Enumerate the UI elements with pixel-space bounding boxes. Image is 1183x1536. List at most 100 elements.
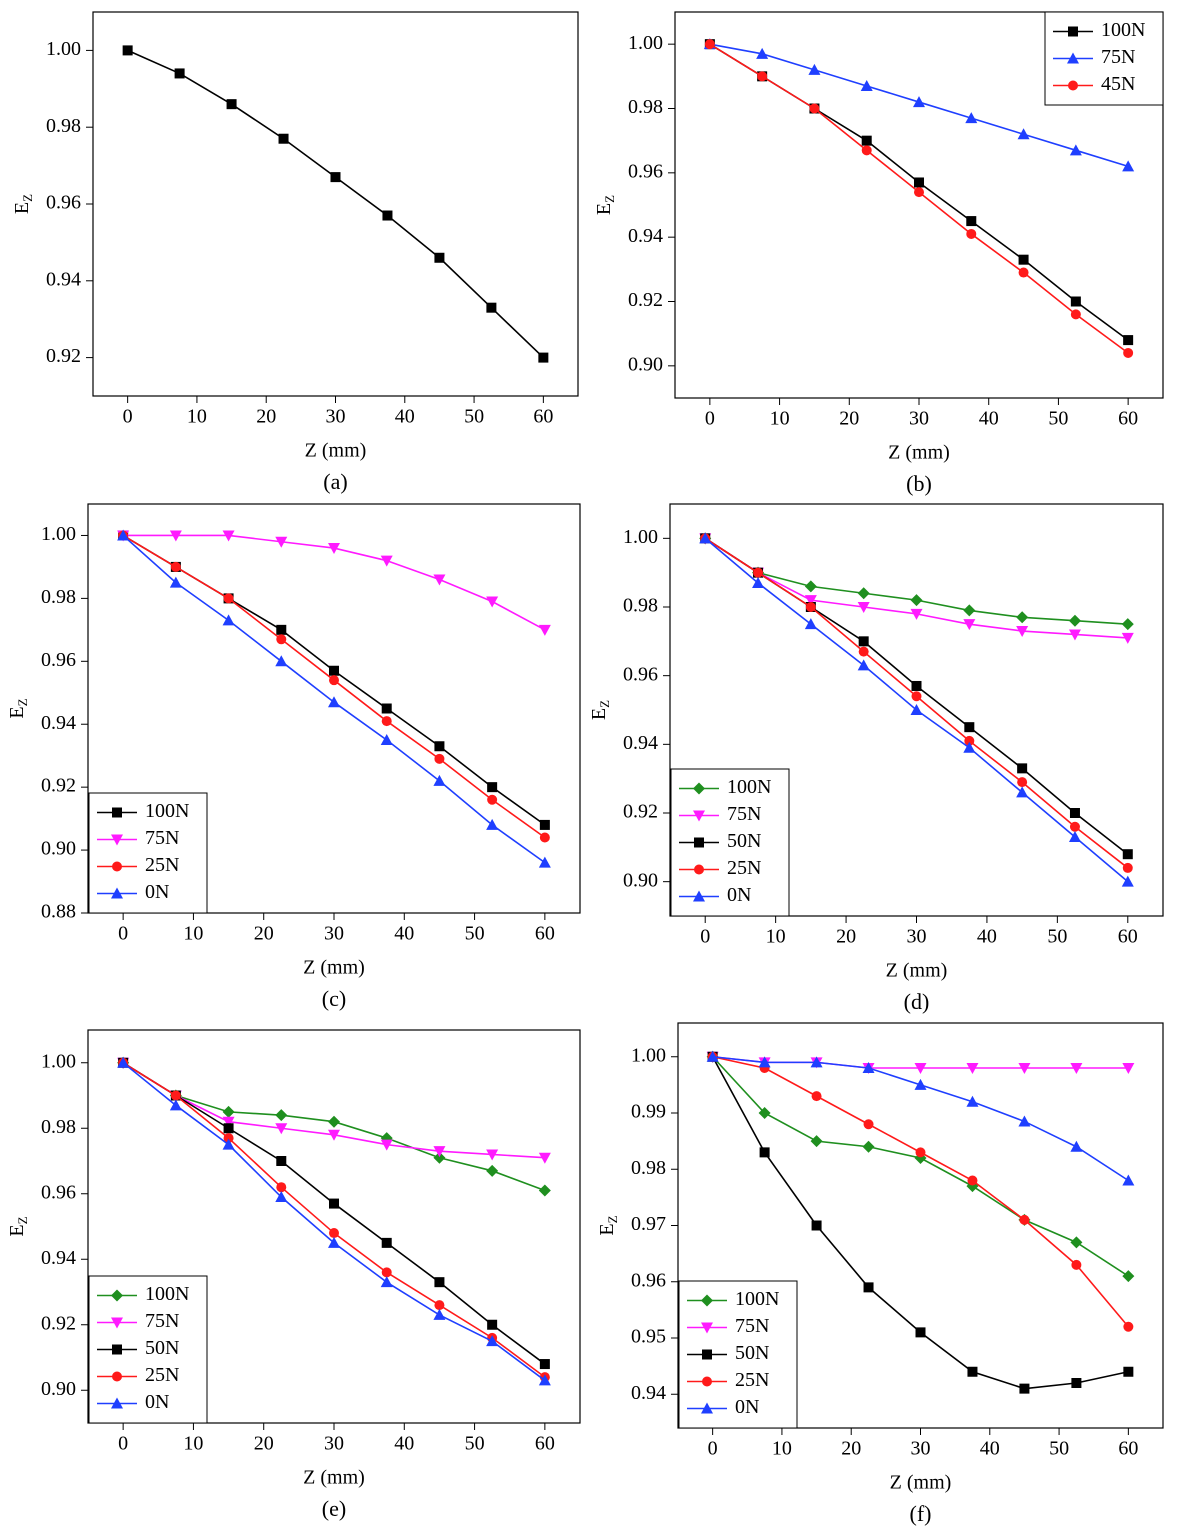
- marker: [1017, 777, 1028, 788]
- marker: [694, 837, 704, 848]
- marker: [380, 1276, 393, 1288]
- marker: [538, 624, 551, 636]
- marker: [276, 624, 287, 635]
- marker: [169, 530, 182, 542]
- marker: [222, 530, 235, 542]
- legend-label: 0N: [145, 1391, 169, 1413]
- marker: [329, 665, 339, 676]
- marker: [170, 1090, 181, 1101]
- x-tick-label: 20: [256, 406, 276, 428]
- marker: [1122, 1063, 1135, 1074]
- marker: [381, 1267, 392, 1278]
- caption: (c): [322, 986, 346, 1011]
- marker: [699, 532, 712, 544]
- marker: [805, 602, 816, 612]
- legend-label: 75N: [145, 827, 179, 849]
- y-axis-label-sub: Z: [602, 195, 617, 203]
- marker: [1016, 611, 1029, 624]
- legend-label: 25N: [145, 1364, 179, 1386]
- marker: [858, 636, 869, 647]
- x-tick-label: 10: [772, 1438, 792, 1460]
- x-tick-label: 30: [909, 408, 929, 430]
- legend-label: 25N: [727, 857, 761, 879]
- marker: [1068, 614, 1081, 627]
- marker: [487, 794, 498, 805]
- marker: [223, 1123, 234, 1134]
- marker: [486, 302, 497, 313]
- y-tick-label: 0.96: [41, 649, 76, 671]
- x-tick-label: 50: [1047, 926, 1067, 948]
- marker: [112, 1371, 122, 1382]
- x-axis-label: Z (mm): [888, 442, 950, 464]
- marker: [434, 741, 445, 752]
- marker: [434, 753, 445, 764]
- x-tick-label: 0: [123, 406, 133, 428]
- marker: [1122, 1174, 1135, 1186]
- y-axis-label-main: E: [593, 203, 615, 215]
- marker: [915, 1327, 926, 1338]
- marker: [328, 1236, 340, 1248]
- y-tick-label: 0.96: [41, 1181, 76, 1203]
- marker: [222, 1138, 235, 1150]
- marker: [433, 1146, 446, 1158]
- x-axis-label: Z (mm): [890, 1472, 952, 1494]
- marker: [169, 1099, 182, 1111]
- x-tick-label: 50: [1048, 408, 1068, 430]
- marker: [117, 1056, 130, 1068]
- y-tick-label: 0.98: [628, 96, 663, 118]
- y-tick-label: 0.98: [41, 1116, 76, 1138]
- marker: [1070, 1236, 1083, 1249]
- marker: [1123, 1366, 1134, 1377]
- marker: [701, 1322, 713, 1334]
- marker: [1070, 1140, 1083, 1152]
- marker: [381, 716, 392, 727]
- marker: [1121, 618, 1134, 631]
- x-axis-label: Z (mm): [303, 1467, 365, 1489]
- x-tick-label: 10: [183, 1433, 203, 1455]
- legend-label: 50N: [727, 830, 761, 852]
- marker: [1121, 632, 1134, 644]
- y-tick-label: 0.92: [41, 1312, 76, 1334]
- legend-label: 0N: [727, 884, 751, 906]
- marker: [810, 1135, 823, 1148]
- x-tick-label: 30: [326, 406, 346, 428]
- marker: [1017, 763, 1028, 774]
- marker: [1016, 626, 1029, 638]
- legend-label: 0N: [145, 881, 169, 903]
- y-axis-label: EZ: [588, 700, 612, 720]
- x-tick-label: 30: [911, 1438, 931, 1460]
- legend-label: 75N: [1101, 46, 1135, 68]
- x-tick-label: 20: [254, 923, 274, 945]
- x-tick-label: 40: [980, 1438, 1000, 1460]
- y-tick-label: 1.00: [631, 1044, 666, 1066]
- marker: [276, 1182, 287, 1193]
- x-tick-label: 30: [324, 1433, 344, 1455]
- marker: [1123, 1321, 1134, 1332]
- y-axis-label-main: E: [596, 1223, 618, 1235]
- marker: [222, 1105, 235, 1118]
- x-tick-label: 60: [533, 406, 553, 428]
- marker: [1016, 786, 1029, 798]
- marker: [276, 634, 287, 645]
- marker: [702, 1349, 712, 1360]
- marker: [966, 228, 977, 239]
- y-tick-label: 0.92: [623, 801, 658, 823]
- x-tick-label: 40: [977, 926, 997, 948]
- legend-label: 50N: [735, 1342, 769, 1364]
- marker: [170, 561, 181, 572]
- marker: [329, 1198, 339, 1209]
- series-line: [127, 49, 544, 359]
- marker: [706, 1050, 719, 1062]
- marker: [538, 352, 549, 363]
- marker: [433, 774, 446, 786]
- marker: [910, 704, 923, 715]
- marker: [965, 112, 978, 124]
- marker: [328, 696, 340, 708]
- y-tick-label: 0.98: [46, 115, 81, 137]
- marker: [1068, 629, 1081, 641]
- y-tick-label: 0.96: [623, 663, 658, 685]
- marker: [111, 834, 123, 846]
- y-tick-label: 0.92: [46, 345, 81, 367]
- y-tick-label: 0.94: [631, 1382, 666, 1404]
- marker: [1121, 875, 1134, 887]
